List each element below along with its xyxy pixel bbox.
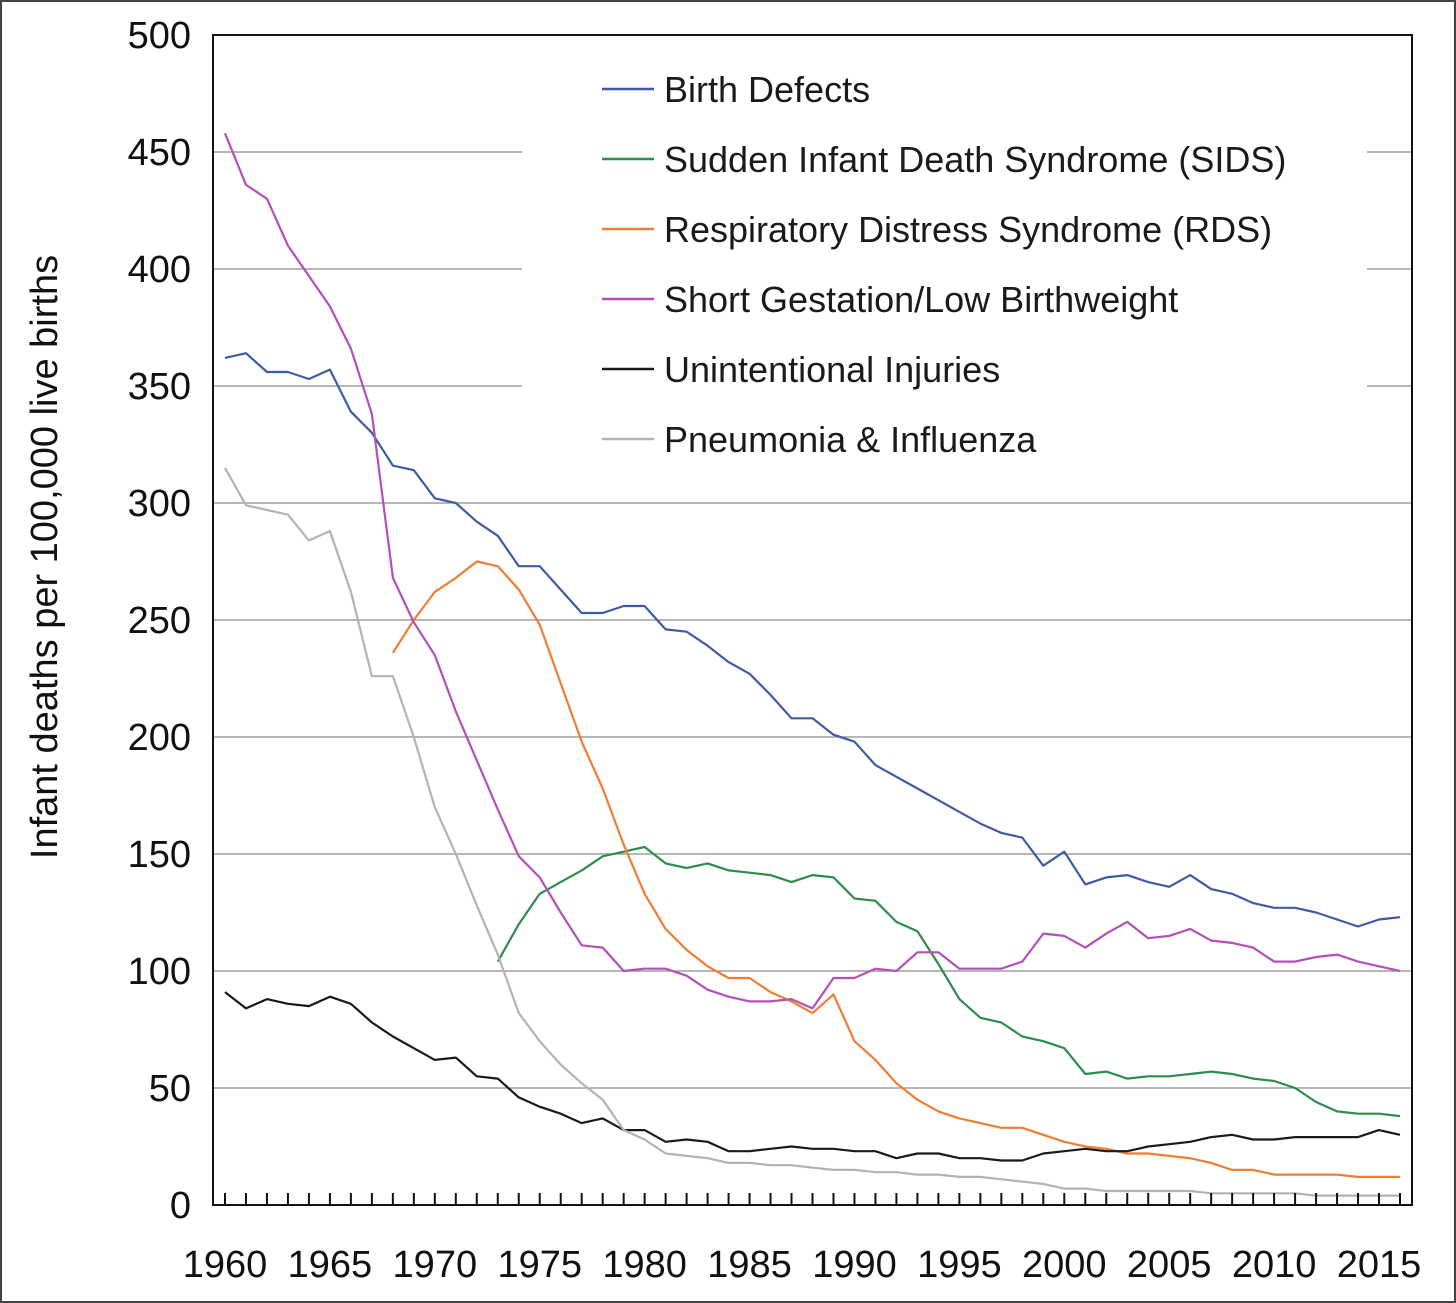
x-tick-label-2015: 2015: [1337, 1244, 1422, 1286]
x-tick-label-1995: 1995: [917, 1244, 1002, 1286]
series-lines: [223, 132, 1401, 1197]
x-tick-label-1980: 1980: [602, 1244, 687, 1286]
legend-label-4: Unintentional Injuries: [664, 349, 1000, 390]
axes: 0 50 100 150 200 250 300 350 400 450 500 1960 1965 19…: [128, 15, 1422, 1286]
y-tick-label-400: 400: [128, 249, 191, 291]
series-line-0: [224, 352, 1401, 928]
legend-background: [522, 57, 1367, 482]
y-tick-label-100: 100: [128, 951, 191, 993]
y-tick-label-300: 300: [128, 483, 191, 525]
series-line-4: [224, 991, 1401, 1162]
x-tick-label-2010: 2010: [1232, 1244, 1317, 1286]
y-tick-label-250: 250: [128, 600, 191, 642]
legend-label-3: Short Gestation/Low Birthweight: [664, 279, 1178, 320]
y-tick-label-500: 500: [128, 15, 191, 57]
series-line-5: [224, 467, 1400, 1197]
y-axis-title: Infant deaths per 100,000 live births: [24, 255, 66, 859]
x-tick-label-1975: 1975: [497, 1244, 582, 1286]
x-tick-label-1960: 1960: [183, 1244, 268, 1286]
x-tick-label-1970: 1970: [393, 1244, 478, 1286]
y-tick-label-450: 450: [128, 132, 191, 174]
x-tick-label-1965: 1965: [288, 1244, 373, 1286]
series-line-3: [223, 132, 1401, 1010]
legend: Birth Defects Sudden Infant Death Syndrom…: [522, 57, 1367, 482]
legend-label-1: Sudden Infant Death Syndrome (SIDS): [664, 139, 1286, 180]
y-tick-label-0: 0: [170, 1185, 191, 1227]
x-tick-label-1985: 1985: [707, 1244, 792, 1286]
series-line-2: [391, 560, 1400, 1179]
series-line-1: [496, 845, 1401, 1118]
x-tick-label-2000: 2000: [1022, 1244, 1107, 1286]
x-tick-label-1990: 1990: [812, 1244, 897, 1286]
legend-label-0: Birth Defects: [664, 69, 870, 110]
y-tick-label-150: 150: [128, 834, 191, 876]
y-tick-label-200: 200: [128, 717, 191, 759]
y-tick-label-350: 350: [128, 366, 191, 408]
x-tick-label-2005: 2005: [1127, 1244, 1212, 1286]
y-tick-label-50: 50: [149, 1068, 191, 1110]
legend-label-2: Respiratory Distress Syndrome (RDS): [664, 209, 1272, 250]
legend-label-5: Pneumonia & Influenza: [664, 419, 1037, 460]
